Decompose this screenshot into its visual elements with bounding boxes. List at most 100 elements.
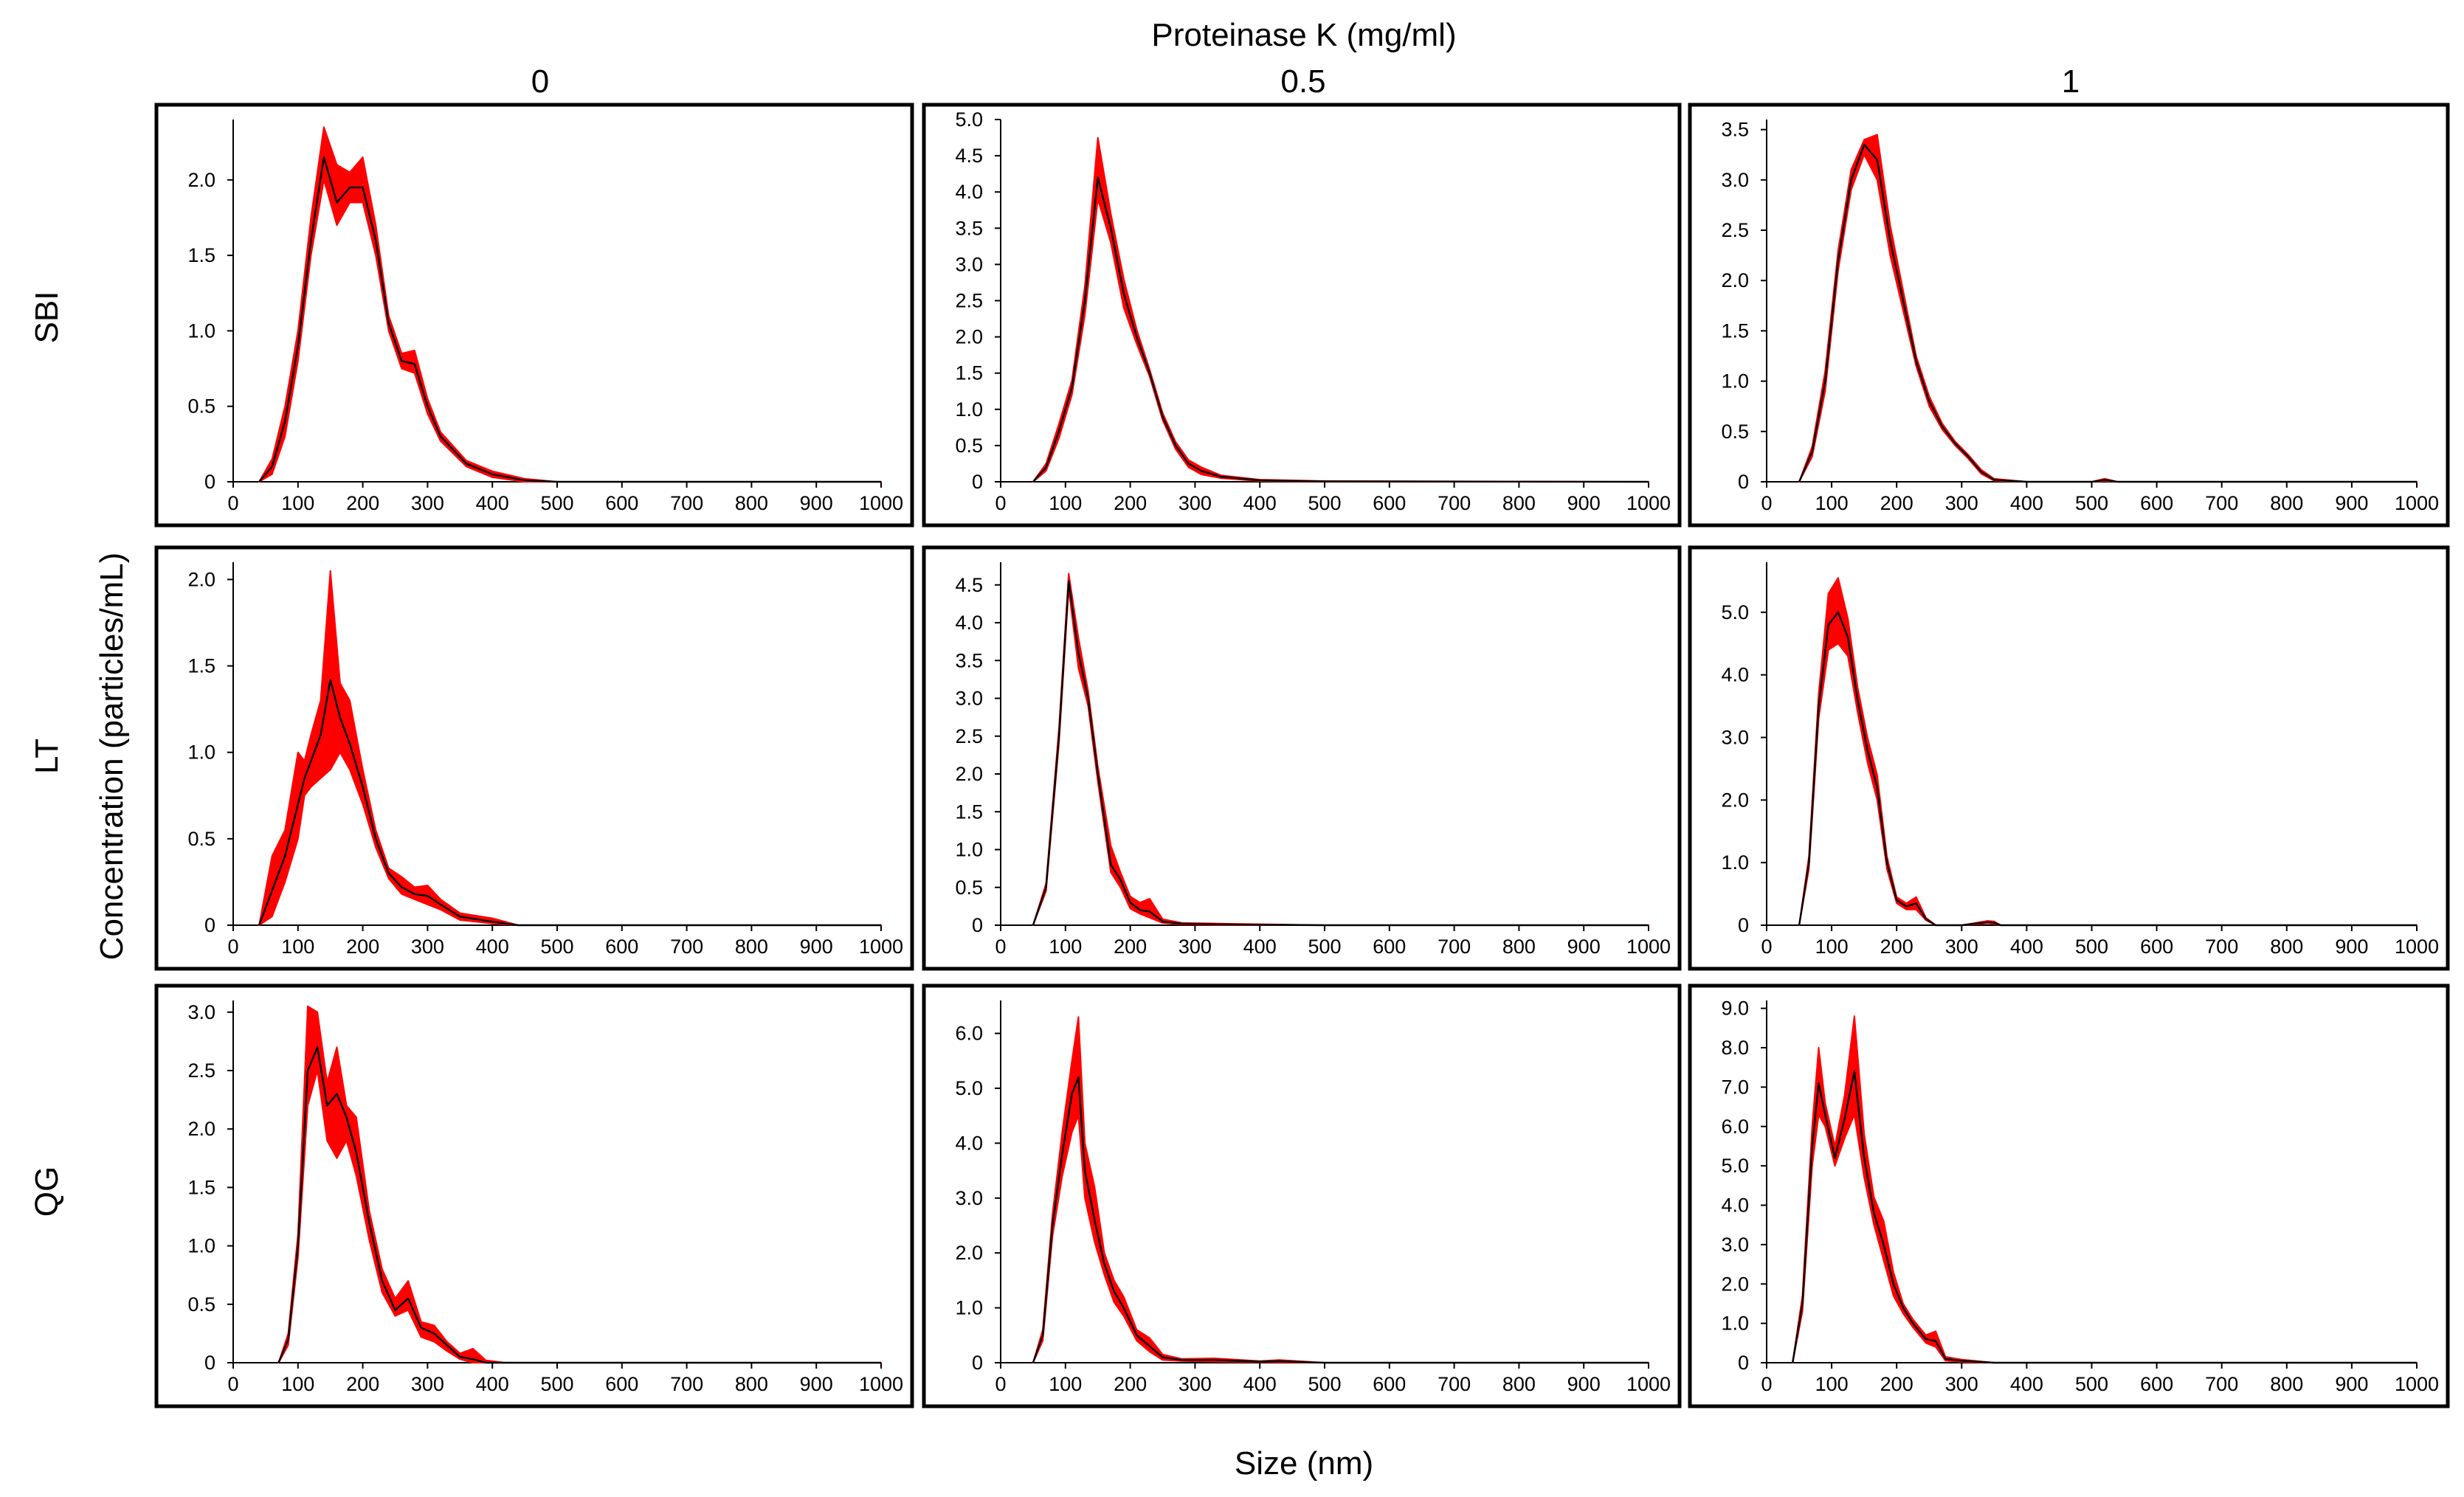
- y-tick-label: 2.0: [187, 568, 215, 590]
- row-label-sbi: SBI: [29, 291, 65, 344]
- x-tick-label: 600: [1373, 492, 1406, 514]
- x-tick-label: 800: [2270, 492, 2303, 514]
- x-tick-label: 100: [1815, 936, 1849, 958]
- x-tick-label: 0: [995, 936, 1006, 958]
- x-tick-label: 400: [476, 936, 509, 958]
- x-tick-label: 0: [1761, 1373, 1772, 1395]
- row-label-qg: QG: [29, 1166, 65, 1217]
- y-tick-label: 0: [204, 1352, 215, 1374]
- x-tick-label: 300: [1945, 936, 1978, 958]
- panel-frame: [1688, 545, 2450, 971]
- x-tick-label: 700: [670, 936, 703, 958]
- column-label-1: 1: [2062, 63, 2080, 100]
- y-tick-label: 1.5: [187, 244, 215, 266]
- panel-lt-0: 0 100 200 300 400 500 600 700 800 900 1000 0 0.5 1.0 1…: [154, 545, 914, 971]
- x-tick-label: 800: [735, 936, 768, 958]
- y-tick-label: 1.5: [955, 801, 983, 823]
- x-tick-label: 100: [281, 492, 314, 514]
- x-tick-label: 500: [1308, 492, 1341, 514]
- proteinase-k-title: Proteinase K (mg/ml): [1151, 17, 1456, 53]
- y-tick-label: 1.0: [1721, 370, 1749, 393]
- x-tick-label: 200: [1114, 1373, 1147, 1395]
- y-tick-label: 2.5: [955, 290, 983, 312]
- x-tick-label: 800: [2270, 1373, 2303, 1395]
- y-tick-label: 2.0: [1721, 789, 1749, 811]
- x-tick-label: 400: [1243, 1373, 1277, 1395]
- y-tick-label: 1.5: [187, 1176, 215, 1198]
- y-tick-label: 0: [1738, 1352, 1749, 1374]
- y-tick-label: 4.0: [955, 612, 983, 634]
- y-tick-label: 6.0: [955, 1023, 983, 1045]
- y-tick-label: 2.0: [1721, 269, 1749, 291]
- y-tick-label: 2.5: [955, 725, 983, 747]
- panel-lt-0.5: 0 100 200 300 400 500 600 700 800 900 1000 0 0.5 1.0 1…: [922, 545, 1682, 971]
- y-tick-label: 6.0: [1721, 1116, 1749, 1138]
- x-tick-label: 500: [2075, 936, 2108, 958]
- x-tick-label: 700: [670, 1373, 703, 1395]
- y-tick-label: 0.5: [187, 395, 215, 418]
- x-tick-label: 200: [1114, 492, 1147, 514]
- x-tick-label: 700: [2205, 492, 2238, 514]
- x-tick-label: 800: [735, 492, 768, 514]
- y-tick-label: 1.0: [187, 741, 215, 764]
- x-tick-label: 200: [1114, 936, 1147, 958]
- x-tick-label: 300: [411, 1373, 444, 1395]
- panel-sbi-0.5: 0 100 200 300 400 500 600 700 800 900 1000 0 0.5 1.0 1…: [922, 103, 1682, 528]
- x-tick-label: 400: [476, 1373, 509, 1395]
- y-tick-label: 4.0: [1721, 1195, 1749, 1217]
- mean-line: [1032, 176, 1649, 483]
- y-tick-label: 3.0: [955, 253, 983, 275]
- y-tick-label: 0.5: [187, 828, 215, 850]
- y-tick-label: 0.5: [187, 1293, 215, 1316]
- y-tick-label: 3.5: [955, 649, 983, 671]
- y-tick-label: 2.5: [1721, 219, 1749, 241]
- y-tick-label: 1.0: [1721, 851, 1749, 874]
- x-tick-label: 100: [281, 936, 314, 958]
- row-label-lt: LT: [29, 739, 65, 774]
- x-tick-label: 700: [2205, 936, 2238, 958]
- y-tick-label: 3.0: [955, 1187, 983, 1209]
- mean-line: [1032, 580, 1649, 927]
- x-tick-label: 500: [1308, 1373, 1341, 1395]
- x-tick-label: 1000: [2395, 1373, 2439, 1395]
- x-tick-label: 100: [1049, 1373, 1082, 1395]
- y-tick-label: 0.5: [955, 435, 983, 457]
- y-tick-label: 1.0: [187, 319, 215, 342]
- y-tick-label: 0: [204, 471, 215, 493]
- y-tick-label: 2.0: [955, 1242, 983, 1264]
- y-tick-label: 7.0: [1721, 1076, 1749, 1098]
- x-tick-label: 400: [1243, 936, 1277, 958]
- y-tick-label: 4.0: [955, 1132, 983, 1154]
- mean-line: [258, 156, 881, 483]
- y-tick-label: 5.0: [955, 1077, 983, 1099]
- mean-line: [1798, 611, 2417, 927]
- panels: 0 100 200 300 400 500 600 700 800 900 100000.51.01…: [154, 103, 2450, 1408]
- mean-line: [277, 1046, 881, 1364]
- x-tick-label: 500: [2075, 1373, 2108, 1395]
- y-tick-label: 1.0: [187, 1235, 215, 1257]
- x-tick-label: 300: [1945, 1373, 1978, 1395]
- x-tick-label: 200: [1880, 492, 1913, 514]
- y-tick-label: 4.0: [955, 181, 983, 203]
- mean-line: [1032, 1076, 1649, 1364]
- x-tick-label: 0: [1761, 936, 1772, 958]
- y-tick-label: 1.0: [1721, 1313, 1749, 1335]
- y-tick-label: 2.0: [1721, 1273, 1749, 1295]
- x-tick-label: 700: [1438, 936, 1471, 958]
- x-tick-label: 500: [1308, 936, 1341, 958]
- x-tick-label: 1000: [1626, 936, 1671, 958]
- x-tick-label: 600: [2140, 492, 2173, 514]
- x-tick-label: 100: [1049, 936, 1082, 958]
- x-tick-label: 100: [1049, 492, 1082, 514]
- x-tick-label: 100: [1815, 492, 1849, 514]
- y-tick-label: 3.0: [1721, 727, 1749, 749]
- panel-qg-0.5: 0 100 200 300 400 500 600 700 800 900 1000 0 1.0 2.0 3…: [922, 983, 1682, 1408]
- panel-frame: [922, 983, 1682, 1408]
- x-tick-label: 0: [227, 936, 238, 958]
- x-tick-label: 0: [995, 1373, 1006, 1395]
- x-tick-label: 500: [540, 1373, 573, 1395]
- y-tick-label: 1.0: [955, 1297, 983, 1319]
- x-tick-label: 1000: [2395, 936, 2439, 958]
- panel-frame: [154, 103, 914, 528]
- x-tick-label: 900: [2335, 492, 2368, 514]
